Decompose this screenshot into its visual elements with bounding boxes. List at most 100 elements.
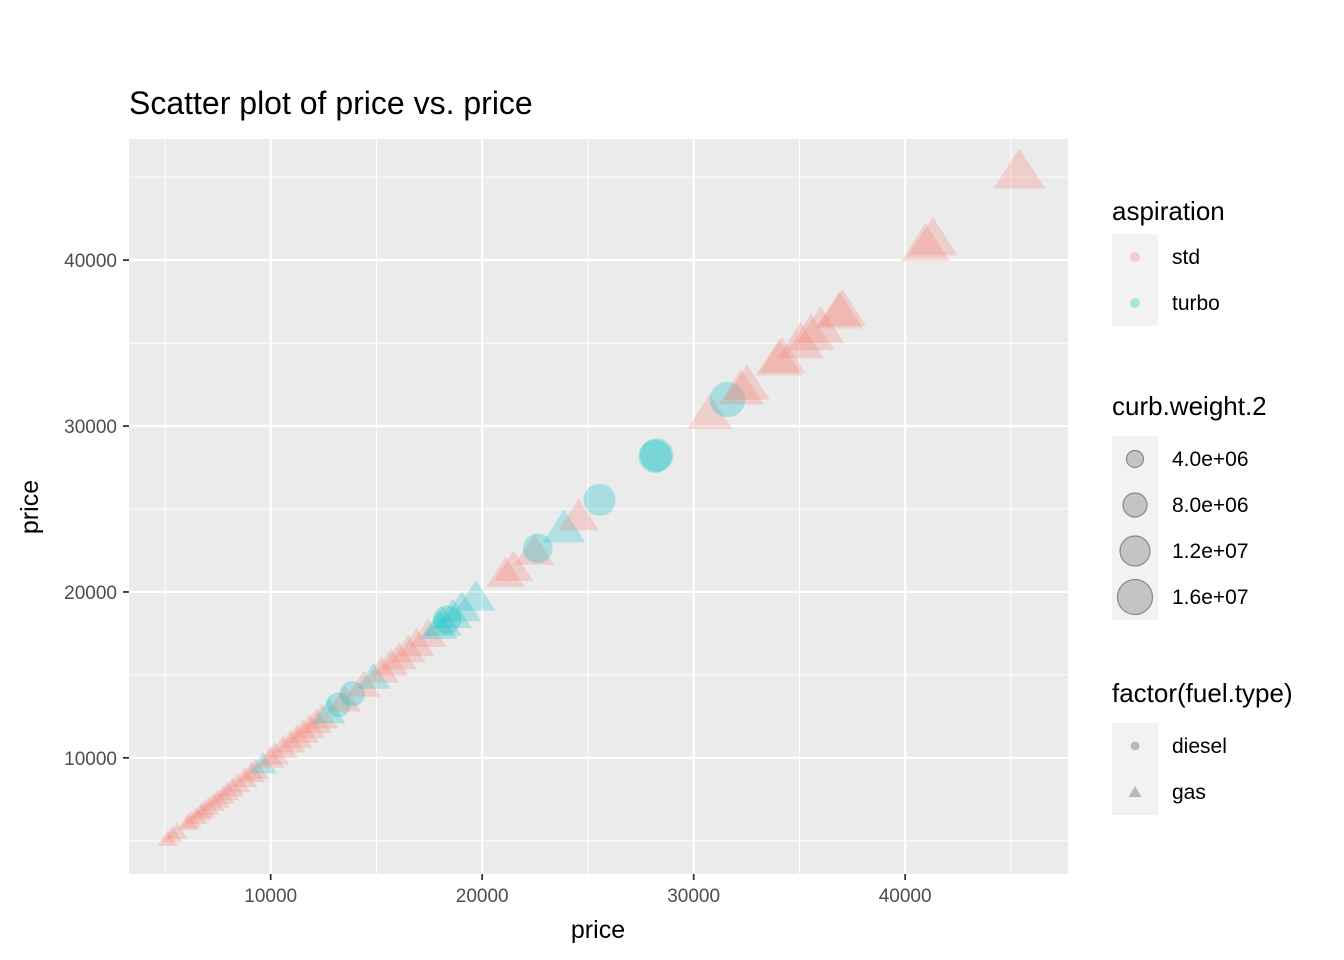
plot-panel xyxy=(129,139,1068,874)
y-tick-label: 10000 xyxy=(64,749,117,770)
legend-label: gas xyxy=(1172,781,1206,804)
data-point-gas-std xyxy=(346,670,381,697)
legend-shape-title: factor(fuel.type) xyxy=(1112,678,1293,708)
legend-shape: factor(fuel.type) diesel gas xyxy=(1112,678,1293,815)
data-point-gas-std xyxy=(192,800,216,818)
data-point-gas-std xyxy=(196,796,220,815)
data-point-gas-std xyxy=(268,735,298,759)
data-point-diesel-turbo xyxy=(709,381,746,418)
y-tick-label: 20000 xyxy=(64,583,117,604)
legend-key xyxy=(1112,436,1158,482)
data-point-gas-std xyxy=(327,685,362,712)
legend-size-item: 8.0e+06 xyxy=(1112,482,1267,528)
legend-gas-swatch xyxy=(1128,786,1142,797)
data-point-gas-turbo xyxy=(456,580,496,611)
data-point-gas-std xyxy=(815,291,863,329)
data-point-gas-std xyxy=(755,339,802,376)
data-point-gas-turbo xyxy=(420,609,458,639)
legend-label: std xyxy=(1172,246,1201,269)
data-point-gas-turbo xyxy=(249,752,277,774)
data-point-gas-std xyxy=(161,826,183,843)
legend-label: 1.2e+07 xyxy=(1172,540,1249,563)
data-point-gas-std xyxy=(486,556,525,588)
grid-minor xyxy=(129,139,1068,874)
data-point-gas-std xyxy=(687,394,733,429)
legend-turbo-swatch xyxy=(1130,298,1140,308)
legend-size-swatch xyxy=(1119,535,1151,567)
legend-key xyxy=(1112,769,1158,815)
legend-shape-item: diesel xyxy=(1112,723,1293,769)
data-point-gas-std xyxy=(818,288,867,327)
data-point-gas-std xyxy=(494,550,534,581)
legend-size-title: curb.weight.2 xyxy=(1112,391,1267,421)
data-point-gas-std xyxy=(364,655,399,683)
data-point-gas-turbo xyxy=(442,591,482,622)
legend-aspiration-item: turbo xyxy=(1112,280,1225,326)
x-axis-title: price xyxy=(571,916,625,944)
grid-major xyxy=(129,139,1068,874)
data-point-gas-std xyxy=(398,627,435,656)
legend-label: 8.0e+06 xyxy=(1172,494,1249,517)
data-points xyxy=(157,148,1046,846)
data-point-gas-std xyxy=(210,785,235,804)
data-point-gas-turbo xyxy=(424,606,462,636)
data-point-gas-std xyxy=(409,618,447,647)
x-axis: 10000 20000 30000 40000 xyxy=(244,874,932,907)
legend-label: 4.0e+06 xyxy=(1172,448,1249,471)
data-point-gas-std xyxy=(373,648,409,676)
data-point-gas-std xyxy=(215,781,240,801)
data-point-gas-turbo xyxy=(433,598,473,629)
data-point-gas-std xyxy=(157,830,178,846)
data-point-gas-std xyxy=(900,223,950,262)
data-point-gas-std xyxy=(787,313,835,351)
legend-label: turbo xyxy=(1172,292,1220,315)
legend-size-swatch xyxy=(1116,578,1154,616)
data-point-gas-std xyxy=(381,641,417,670)
data-point-gas-std xyxy=(219,777,245,797)
data-point-gas-std xyxy=(201,792,226,811)
data-point-gas-std xyxy=(718,369,764,405)
y-axis-title: price xyxy=(16,480,44,534)
data-point-gas-std xyxy=(724,364,770,400)
data-point-diesel-turbo xyxy=(639,438,674,472)
data-point-gas-std xyxy=(238,761,265,782)
data-point-gas-std xyxy=(166,822,188,839)
legend-size-item: 1.2e+07 xyxy=(1112,528,1267,574)
data-point-gas-std xyxy=(294,713,326,739)
data-point-gas-std xyxy=(300,708,333,733)
x-tick-label: 30000 xyxy=(667,886,720,907)
legend-size-item: 4.0e+06 xyxy=(1112,436,1267,482)
legend-key xyxy=(1112,280,1158,326)
legend-key xyxy=(1112,234,1158,280)
data-point-gas-std xyxy=(242,758,269,780)
data-point-gas-std xyxy=(189,803,212,821)
legend-size-swatch xyxy=(1125,449,1145,469)
data-point-gas-turbo xyxy=(542,509,586,543)
data-point-gas-turbo xyxy=(312,697,346,724)
x-tick-label: 40000 xyxy=(879,886,932,907)
chart-title-line-1: Scatter plot of price vs. price xyxy=(129,85,533,121)
data-point-diesel-turbo xyxy=(638,439,672,473)
y-tick-label: 30000 xyxy=(64,417,117,438)
data-point-gas-turbo xyxy=(356,662,391,689)
legend-label: diesel xyxy=(1172,735,1227,758)
x-tick-label: 10000 xyxy=(244,886,297,907)
data-point-gas-std xyxy=(287,718,319,743)
legend-key xyxy=(1112,574,1158,620)
data-point-gas-std xyxy=(777,322,824,359)
legend-label: 1.6e+07 xyxy=(1172,586,1249,609)
data-point-gas-std xyxy=(256,745,285,768)
legend-size-item: 1.6e+07 xyxy=(1112,574,1267,620)
legend-aspiration: aspiration std turbo xyxy=(1112,196,1225,326)
data-point-gas-std xyxy=(232,767,258,788)
data-point-gas-std xyxy=(514,533,555,565)
legend-size: curb.weight.2 4.0e+06 8.0e+06 1.2e+07 1.… xyxy=(1112,391,1267,620)
legend-key xyxy=(1112,528,1158,574)
legend-key xyxy=(1112,723,1158,769)
data-point-diesel-turbo xyxy=(325,692,351,718)
data-point-gas-std xyxy=(225,772,251,793)
legend-diesel-swatch xyxy=(1130,741,1140,751)
data-point-gas-std xyxy=(260,742,290,765)
data-point-gas-std xyxy=(205,789,230,808)
